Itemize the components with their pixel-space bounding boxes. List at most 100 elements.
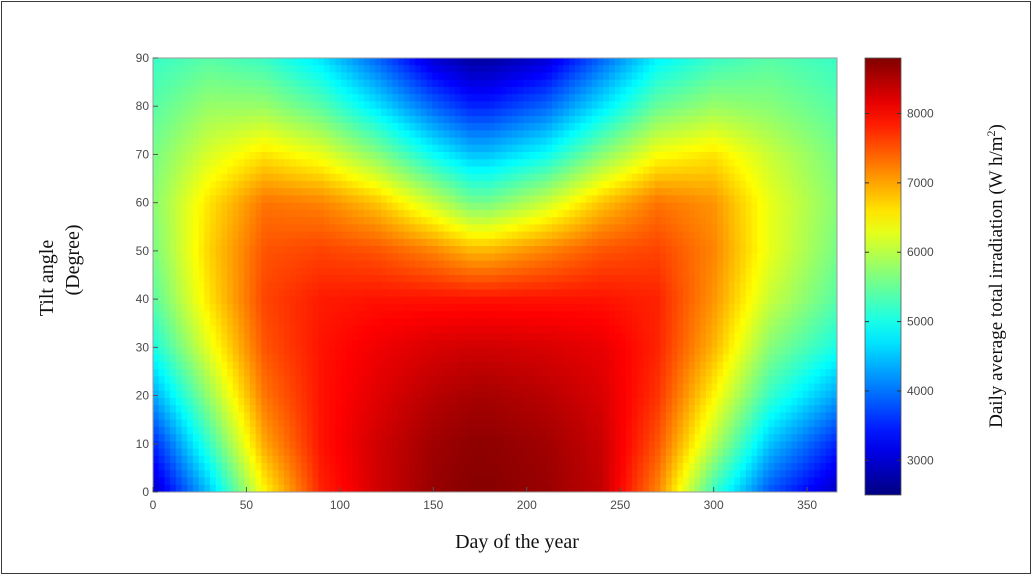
heatmap-cell — [335, 115, 342, 124]
heatmap-cell — [249, 275, 257, 283]
heatmap-cell — [232, 130, 240, 139]
heatmap-cell — [768, 318, 775, 327]
heatmap-cell — [495, 79, 502, 88]
heatmap-cell — [386, 195, 393, 204]
heatmap-cell — [580, 86, 587, 95]
heatmap-cell — [363, 86, 371, 95]
heatmap-cell — [375, 202, 382, 211]
heatmap-cell — [449, 209, 456, 218]
heatmap-cell — [346, 101, 354, 110]
heatmap-cell — [705, 58, 713, 66]
heatmap-cell — [643, 152, 650, 160]
heatmap-cell — [403, 209, 411, 218]
heatmap-cell — [517, 86, 525, 95]
heatmap-cell — [797, 65, 804, 74]
heatmap-cell — [335, 347, 342, 356]
heatmap-cell — [238, 296, 245, 305]
heatmap-cell — [648, 115, 656, 124]
heatmap-cell — [671, 86, 678, 95]
heatmap-cell — [711, 101, 718, 110]
heatmap-cell — [466, 180, 473, 189]
heatmap-cell — [295, 209, 302, 218]
heatmap-cell — [751, 137, 758, 146]
heatmap-cell — [517, 195, 525, 204]
heatmap-cell — [557, 253, 564, 262]
heatmap-cell — [728, 318, 735, 327]
heatmap-cell — [580, 224, 587, 233]
heatmap-cell — [267, 94, 274, 102]
heatmap-cell — [443, 231, 450, 240]
heatmap-cell — [284, 217, 291, 225]
heatmap-cell — [557, 173, 564, 182]
heatmap-cell — [346, 159, 354, 168]
heatmap-cell — [552, 303, 559, 312]
heatmap-cell — [574, 296, 582, 305]
heatmap-cell — [221, 79, 228, 88]
heatmap-cell — [158, 180, 165, 189]
heatmap-cell — [512, 188, 519, 197]
heatmap-cell — [591, 238, 599, 247]
heatmap-cell — [267, 354, 274, 363]
heatmap-cell — [175, 159, 183, 168]
heatmap-cell — [683, 159, 690, 168]
heatmap-cell — [449, 354, 456, 363]
heatmap-cell — [671, 332, 678, 341]
heatmap-cell — [455, 209, 462, 218]
heatmap-cell — [831, 282, 837, 291]
heatmap-cell — [375, 72, 382, 81]
heatmap-cell — [797, 224, 804, 233]
heatmap-cell — [557, 58, 564, 66]
heatmap-cell — [261, 209, 268, 218]
heatmap-cell — [324, 311, 331, 319]
heatmap-cell — [466, 159, 473, 168]
heatmap-cell — [238, 340, 245, 348]
heatmap-cell — [420, 195, 428, 204]
heatmap-cell — [426, 202, 433, 211]
heatmap-cell — [808, 130, 815, 139]
heatmap-cell — [557, 137, 564, 146]
heatmap-cell — [267, 282, 274, 291]
heatmap-cell — [734, 195, 741, 204]
heatmap-cell — [363, 115, 371, 124]
heatmap-cell — [540, 173, 547, 182]
heatmap-cell — [734, 159, 741, 168]
heatmap-cell — [352, 72, 359, 81]
heatmap-cell — [489, 123, 496, 131]
heatmap-cell — [455, 137, 462, 146]
heatmap-cell — [683, 144, 690, 153]
heatmap-cell — [198, 159, 205, 168]
heatmap-cell — [580, 325, 587, 334]
heatmap-cell — [449, 188, 456, 197]
heatmap-cell — [329, 325, 336, 334]
heatmap-cell — [164, 159, 171, 168]
heatmap-cell — [688, 144, 696, 153]
heatmap-cell — [335, 94, 342, 102]
heatmap-cell — [466, 311, 473, 319]
heatmap-cell — [324, 159, 331, 168]
heatmap-cell — [175, 209, 183, 218]
heatmap-cell — [723, 173, 730, 182]
heatmap-cell — [170, 144, 177, 153]
heatmap-cell — [597, 144, 604, 153]
heatmap-cell — [814, 123, 821, 131]
heatmap-cell — [506, 347, 513, 356]
heatmap-cell — [301, 152, 308, 160]
heatmap-cell — [534, 340, 542, 348]
heatmap-cell — [609, 209, 616, 218]
heatmap-cell — [329, 58, 336, 66]
heatmap-cell — [774, 318, 781, 327]
heatmap-cell — [757, 202, 764, 211]
heatmap-cell — [648, 217, 656, 225]
heatmap-cell — [774, 260, 781, 269]
heatmap-cell — [671, 217, 678, 225]
heatmap-cell — [278, 130, 285, 139]
heatmap-cell — [483, 130, 490, 139]
heatmap-cell — [192, 144, 200, 153]
heatmap-cell — [654, 267, 661, 276]
heatmap-cell — [734, 180, 741, 189]
heatmap-cell — [215, 311, 222, 319]
heatmap-cell — [552, 340, 559, 348]
heatmap-cell — [751, 144, 758, 153]
heatmap-cell — [626, 253, 633, 262]
heatmap-cell — [569, 202, 576, 211]
